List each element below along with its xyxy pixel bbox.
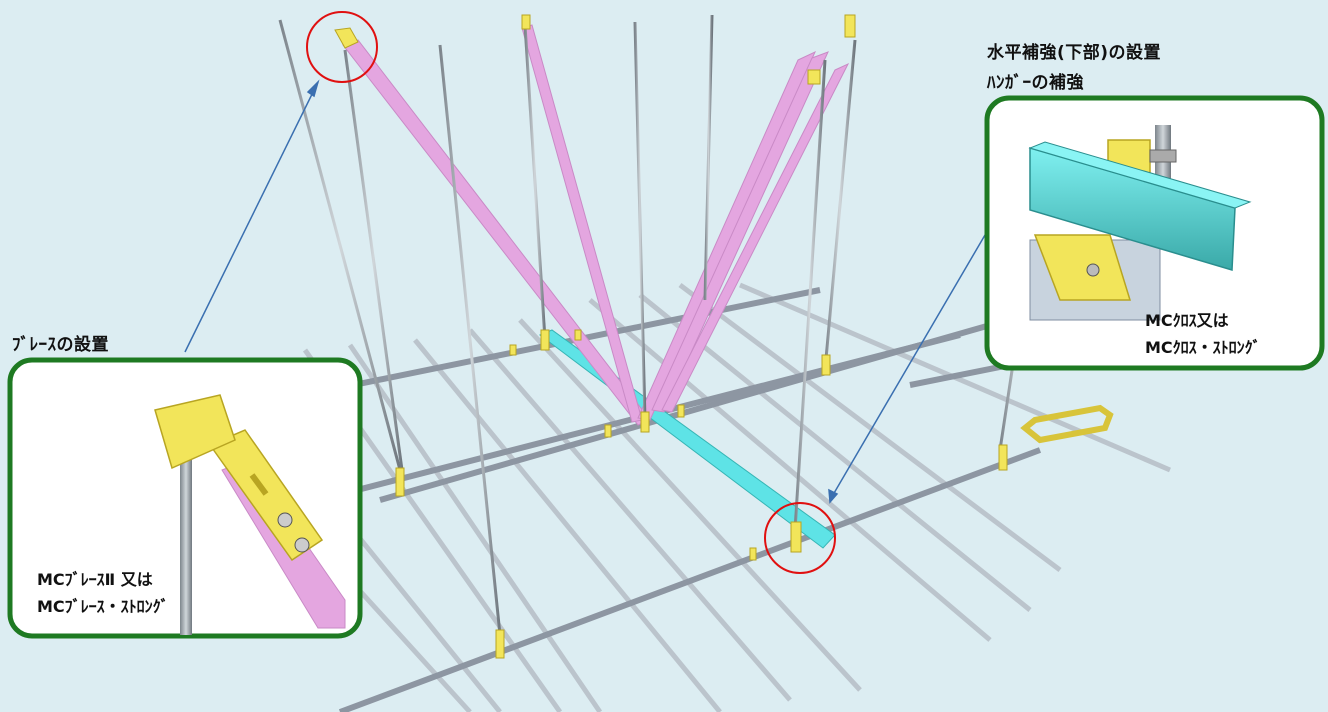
leader-lines [184,79,986,504]
hanger-clips [334,14,1114,659]
cross-product-label-line2: MCｸﾛｽ・ｽﾄﾛﾝｸﾞ [1145,338,1261,357]
highlight-circles [306,11,836,574]
braces [342,24,850,426]
hanger-reinforcement-heading: ﾊﾝｶﾞｰの補強 [987,73,1084,93]
brace-product-label-line1: MCﾌﾞﾚｰｽⅡ 又は [37,570,153,589]
cross-product-label-line1: MCｸﾛｽ又は [1145,311,1229,330]
hanger-rods [278,14,1052,636]
brace-callout-box [7,357,363,639]
horizontal-reinforcement-heading: 水平補強(下部)の設置 [987,43,1162,63]
cross-callout-box [984,95,1325,371]
brace-product-label-line2: MCﾌﾞﾚｰｽ・ｽﾄﾛﾝｸﾞ [37,597,169,616]
brace-installation-heading: ﾌﾞﾚｰｽの設置 [12,335,109,355]
